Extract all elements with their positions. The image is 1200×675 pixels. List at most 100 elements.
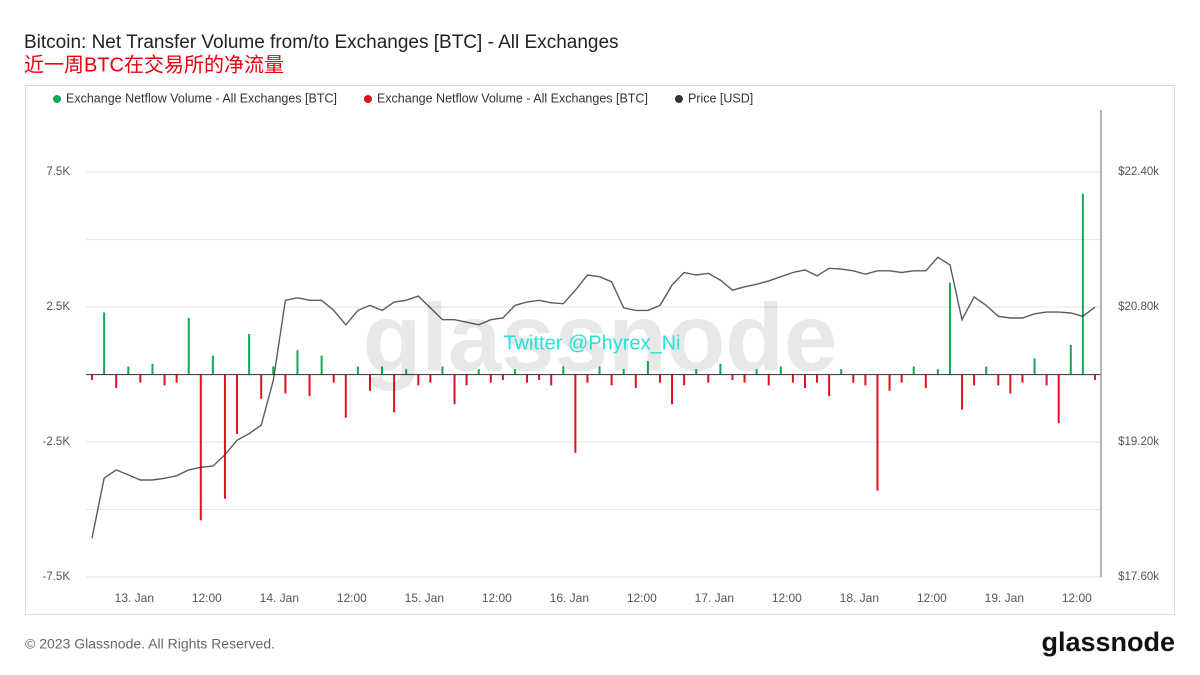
- legend-label: Exchange Netflow Volume - All Exchanges …: [66, 91, 337, 105]
- bar: [707, 374, 710, 383]
- bar: [586, 374, 589, 383]
- bar: [296, 350, 299, 375]
- bar: [828, 374, 831, 397]
- bar: [477, 369, 480, 375]
- bar: [695, 369, 698, 375]
- x-tick-label: 12:00: [1062, 591, 1092, 605]
- bar: [622, 369, 625, 375]
- bar: [791, 374, 794, 383]
- x-tick-label: 18. Jan: [840, 591, 879, 605]
- bar: [1057, 374, 1060, 424]
- bar: [1081, 193, 1084, 375]
- annotation: Twitter @Phyrex_Ni: [503, 332, 680, 354]
- bar: [248, 334, 251, 375]
- bar: [671, 374, 674, 405]
- bar: [236, 374, 239, 434]
- watermark: glassnode: [363, 284, 838, 391]
- bar: [1093, 374, 1096, 380]
- bar: [151, 363, 154, 375]
- bar: [876, 374, 879, 491]
- bar: [538, 374, 541, 380]
- bar: [1045, 374, 1048, 386]
- bar: [260, 374, 263, 399]
- legend-marker: [53, 95, 61, 103]
- bar: [840, 369, 843, 375]
- y2-tick-label: $20.80k: [1118, 301, 1159, 313]
- bar: [223, 374, 226, 499]
- y-tick-label: 7.5K: [46, 166, 70, 178]
- bar: [948, 282, 951, 375]
- chart-frame: [25, 85, 1175, 615]
- bar: [779, 366, 782, 375]
- bar: [405, 369, 408, 375]
- chart-subtitle: 近一周BTC在交易所的净流量: [24, 53, 284, 76]
- bar: [936, 369, 939, 375]
- bar: [393, 374, 396, 413]
- bar: [1033, 358, 1036, 375]
- bar: [985, 366, 988, 375]
- bar: [646, 361, 649, 375]
- bar: [211, 355, 214, 375]
- bar: [767, 374, 770, 386]
- bar: [381, 366, 384, 375]
- x-tick-label: 14. Jan: [260, 591, 299, 605]
- price-line: [91, 256, 1096, 539]
- legend: Exchange Netflow Volume - All Exchanges …: [53, 91, 753, 105]
- bar: [429, 374, 432, 383]
- x-tick-label: 12:00: [917, 591, 947, 605]
- bar: [755, 369, 758, 375]
- bar: [900, 374, 903, 383]
- bar: [320, 355, 323, 375]
- x-tick-label: 12:00: [192, 591, 222, 605]
- bar: [453, 374, 456, 405]
- bar: [634, 374, 637, 389]
- bar: [912, 366, 915, 375]
- bar: [924, 374, 927, 389]
- bar: [1069, 344, 1072, 375]
- copyright: © 2023 Glassnode. All Rights Reserved.: [25, 636, 275, 652]
- plot-area: 7.5K 2.5K -2.5K -7.5K $22.40k $20.80k $19.20k $…: [43, 110, 1159, 605]
- bar: [574, 374, 577, 453]
- y-tick-label: -2.5K: [43, 436, 71, 448]
- bar: [501, 374, 504, 380]
- bar: [598, 366, 601, 375]
- bar: [997, 374, 1000, 386]
- bar: [731, 374, 734, 380]
- bar: [1021, 374, 1024, 383]
- legend-marker: [674, 95, 683, 103]
- bar: [803, 374, 806, 389]
- bar: [658, 374, 661, 383]
- bar: [368, 374, 371, 391]
- bar: [284, 374, 287, 394]
- bar: [175, 374, 178, 383]
- bar: [91, 374, 94, 380]
- bar: [888, 374, 891, 391]
- bar: [163, 374, 166, 386]
- x-tick-label: 12:00: [337, 591, 367, 605]
- x-tick-label: 12:00: [482, 591, 512, 605]
- bar: [743, 374, 746, 383]
- bar: [513, 369, 516, 375]
- logo: glassnode: [1041, 627, 1175, 657]
- bar: [719, 363, 722, 375]
- bar: [356, 366, 359, 375]
- bar: [526, 374, 529, 383]
- x-tick-label: 17. Jan: [695, 591, 734, 605]
- x-tick-label: 19. Jan: [985, 591, 1024, 605]
- y-tick-label: 2.5K: [46, 301, 70, 313]
- bar: [489, 374, 492, 383]
- y2-tick-label: $22.40k: [1118, 166, 1159, 178]
- bar: [683, 374, 686, 386]
- x-tick-label: 13. Jan: [115, 591, 154, 605]
- bar: [550, 374, 553, 386]
- bar: [199, 374, 202, 521]
- bar: [852, 374, 855, 383]
- legend-label: Exchange Netflow Volume - All Exchanges …: [377, 91, 648, 105]
- x-tick-label: 16. Jan: [550, 591, 589, 605]
- bar: [115, 374, 118, 389]
- x-tick-label: 12:00: [772, 591, 802, 605]
- bar: [127, 366, 130, 375]
- y-tick-label: -7.5K: [43, 571, 71, 583]
- bar: [864, 374, 867, 386]
- bar: [441, 366, 444, 375]
